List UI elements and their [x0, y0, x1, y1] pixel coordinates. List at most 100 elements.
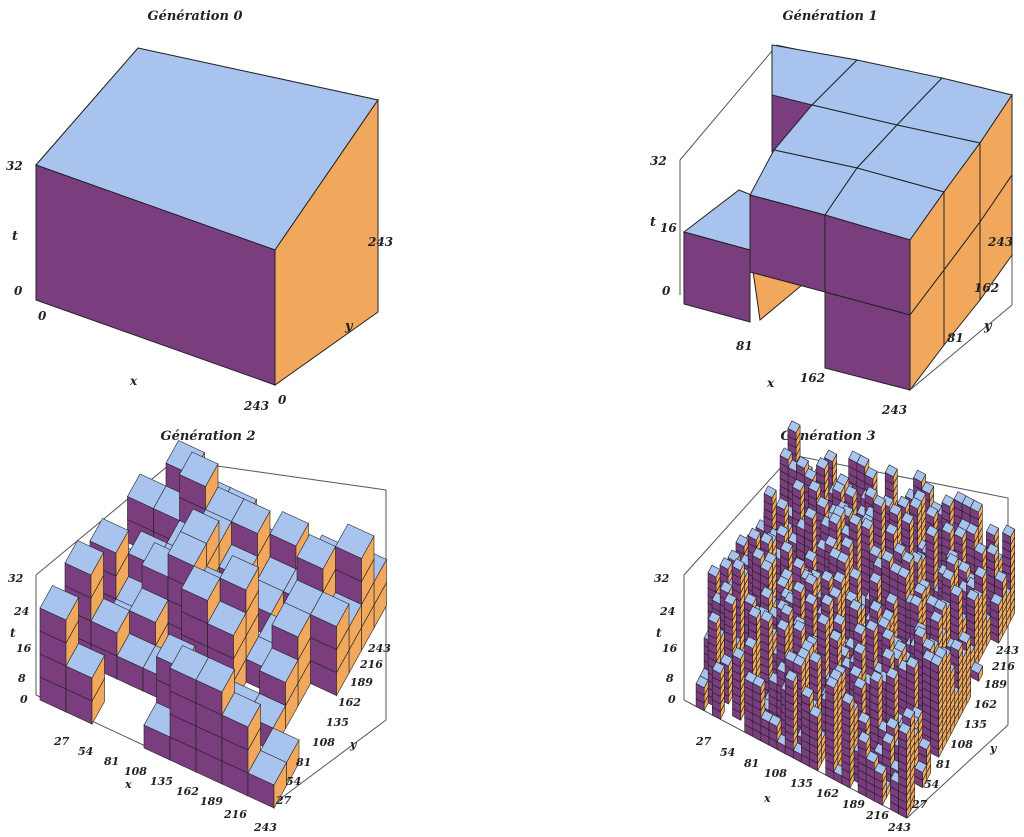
panel-title: Génération 2	[160, 429, 255, 444]
z-axis-label: t	[650, 215, 656, 230]
x-axis-label: x	[124, 778, 132, 791]
cube	[941, 494, 955, 515]
cube-top-face	[296, 534, 336, 570]
cube-side-face	[274, 98, 379, 386]
cube-top-face	[965, 522, 979, 536]
y-tick-label: 54	[286, 775, 301, 788]
z-tick-label: 8	[18, 672, 26, 685]
cube	[864, 466, 878, 488]
x-tick-label: 243	[253, 821, 277, 834]
y-tick-label: 162	[338, 696, 361, 709]
z-tick-label: 32	[6, 159, 23, 173]
cube-top-face	[129, 587, 169, 623]
cube-top-face	[65, 643, 105, 679]
cube	[884, 464, 898, 485]
panel-generation-3: Génération 3 32 24 16 8 0 27 54 81 108 1…	[654, 420, 1019, 834]
y-tick-label: 135	[326, 716, 349, 729]
cube	[913, 469, 927, 491]
cube-top-face	[856, 454, 870, 468]
y-tick-label: 243	[987, 235, 1013, 249]
x-tick-label: 0	[38, 309, 47, 323]
cube-top-face	[335, 523, 375, 559]
z-tick-label: 0	[662, 284, 671, 298]
x-tick-label: 216	[223, 808, 247, 821]
cube-front-face	[683, 231, 751, 323]
cube-top-face	[221, 692, 261, 728]
cube	[335, 523, 375, 583]
cube-top-face	[179, 451, 219, 487]
cube-side-face	[979, 173, 1013, 302]
cube-cluster	[695, 420, 1016, 819]
y-tick-label: 216	[359, 658, 383, 671]
z-tick-label: 0	[20, 693, 28, 706]
cube	[65, 643, 105, 703]
y-axis-label: y	[983, 319, 993, 334]
cube-top-face	[195, 657, 235, 693]
cube-top-face	[969, 499, 983, 513]
cube-top-face	[271, 602, 311, 638]
cube-top-face	[181, 565, 221, 601]
y-tick-label: 81	[296, 756, 311, 769]
x-axis-label: x	[129, 374, 138, 388]
cube	[969, 499, 983, 521]
cube-top-face	[921, 481, 935, 495]
y-tick-label: 81	[947, 331, 964, 345]
x-tick-label: 162	[800, 371, 825, 385]
cube-top-face	[884, 464, 898, 478]
cube	[179, 451, 219, 511]
z-axis-label: t	[12, 229, 18, 244]
y-axis-label: y	[344, 319, 354, 334]
cube	[271, 602, 311, 662]
cube-top-face	[207, 600, 247, 636]
x-tick-label: 81	[736, 339, 753, 353]
cube-top-face	[64, 540, 104, 576]
z-tick-label: 0	[14, 284, 23, 298]
x-tick-label: 108	[124, 765, 147, 778]
x-tick-label: 243	[243, 399, 269, 413]
y-tick-label: 243	[367, 642, 391, 655]
y-tick-label: 162	[974, 281, 999, 295]
axis-ticks: 32 16 0 81 162 243 81 162 243	[650, 154, 1013, 417]
cube-cluster	[39, 440, 387, 810]
y-tick-label: 108	[312, 736, 335, 749]
cube	[181, 565, 221, 625]
z-tick-label: 32	[8, 572, 24, 585]
cube-top-face	[973, 542, 987, 555]
z-axis-label: t	[10, 626, 16, 640]
cube	[129, 587, 169, 647]
cube	[787, 420, 801, 441]
cube-top-face	[913, 469, 927, 483]
panel-title: Génération 3	[780, 429, 875, 444]
cube-top-face	[231, 498, 271, 534]
z-tick-label: 16	[16, 642, 32, 655]
cube	[310, 591, 350, 651]
cube	[1002, 524, 1016, 545]
y-tick-label: 243	[367, 235, 393, 249]
x-tick-label: 135	[150, 775, 173, 788]
z-tick-label: 32	[650, 154, 667, 168]
panel-generation-2: Génération 2 32 24 16 8 0 27 54 81 108 1…	[8, 429, 391, 834]
x-tick-label: 54	[78, 745, 93, 758]
x-tick-label: 27	[53, 735, 70, 748]
cube-top-face	[864, 466, 878, 480]
axis-ticks: 32 0 0 243 0 243	[6, 159, 393, 413]
cube	[973, 542, 987, 563]
panel-title: Génération 1	[782, 9, 877, 24]
cube	[231, 498, 271, 558]
cube-top-face	[1002, 524, 1016, 538]
cube-top-face	[219, 555, 259, 591]
cube-top-face	[985, 523, 999, 537]
y-tick-label: 189	[350, 676, 373, 689]
cube	[195, 657, 235, 717]
cube	[856, 454, 870, 476]
panel-title: Génération 0	[147, 9, 242, 24]
cube	[985, 523, 999, 544]
cube	[39, 585, 79, 645]
cube	[207, 600, 247, 660]
panel-generation-0: Génération 0 32 0 0 243 0 243 t x y	[6, 9, 393, 413]
cube-top-face	[259, 647, 299, 683]
cube-top-face	[787, 420, 801, 434]
x-tick-label: 81	[104, 755, 119, 768]
cube-top-face	[39, 585, 79, 621]
cube	[247, 750, 287, 810]
